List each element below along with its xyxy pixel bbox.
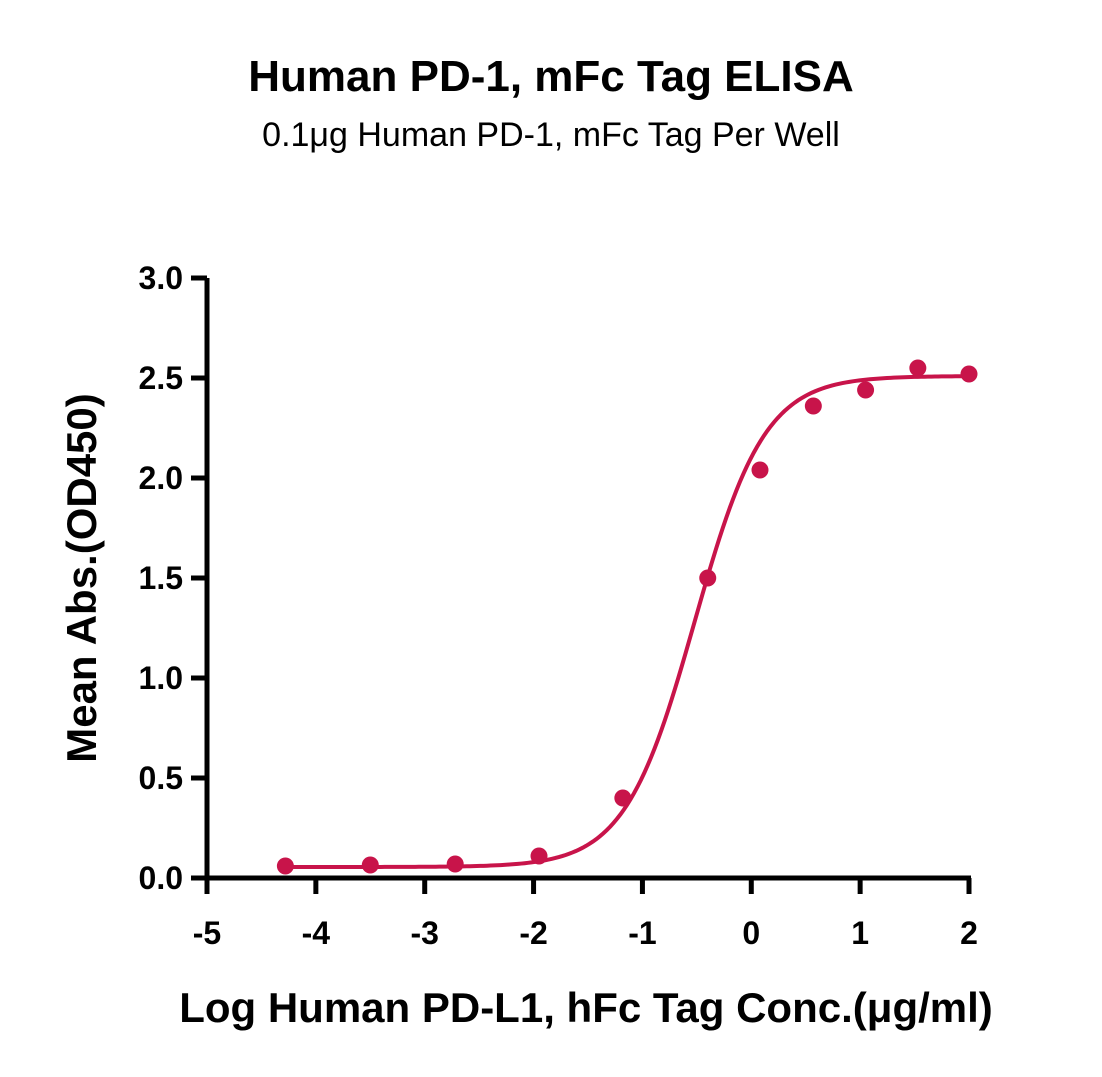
data-point	[699, 569, 717, 587]
data-point	[909, 359, 927, 377]
x-tick-label: -4	[302, 915, 331, 951]
x-tick-label: -3	[410, 915, 438, 951]
y-tick-label: 0.0	[139, 860, 183, 896]
y-tick-label: 3.0	[139, 260, 183, 296]
y-tick-label: 1.0	[139, 660, 183, 696]
x-tick-label: 0	[742, 915, 760, 951]
data-point	[276, 857, 294, 875]
data-point	[857, 381, 875, 399]
y-tick-label: 1.5	[139, 560, 183, 596]
x-tick-label: -2	[519, 915, 547, 951]
data-point	[446, 855, 464, 873]
y-tick-label: 0.5	[139, 760, 183, 796]
x-axis-title: Log Human PD-L1, hFc Tag Conc.(μg/ml)	[179, 984, 993, 1031]
chart-title: Human PD-1, mFc Tag ELISA	[248, 52, 854, 101]
data-point	[960, 365, 978, 383]
y-tick-label: 2.0	[139, 460, 183, 496]
x-tick-label: -5	[193, 915, 221, 951]
x-tick-label: 1	[851, 915, 869, 951]
data-point	[751, 461, 769, 479]
data-point	[614, 789, 632, 807]
data-point	[530, 847, 548, 865]
y-axis-title: Mean Abs.(OD450)	[58, 393, 105, 763]
chart-subtitle: 0.1μg Human PD-1, mFc Tag Per Well	[262, 116, 840, 154]
y-tick-label: 2.5	[139, 360, 183, 396]
x-tick-label: -1	[628, 915, 656, 951]
data-point	[804, 397, 822, 415]
data-point	[361, 856, 379, 874]
x-tick-label: 2	[960, 915, 978, 951]
